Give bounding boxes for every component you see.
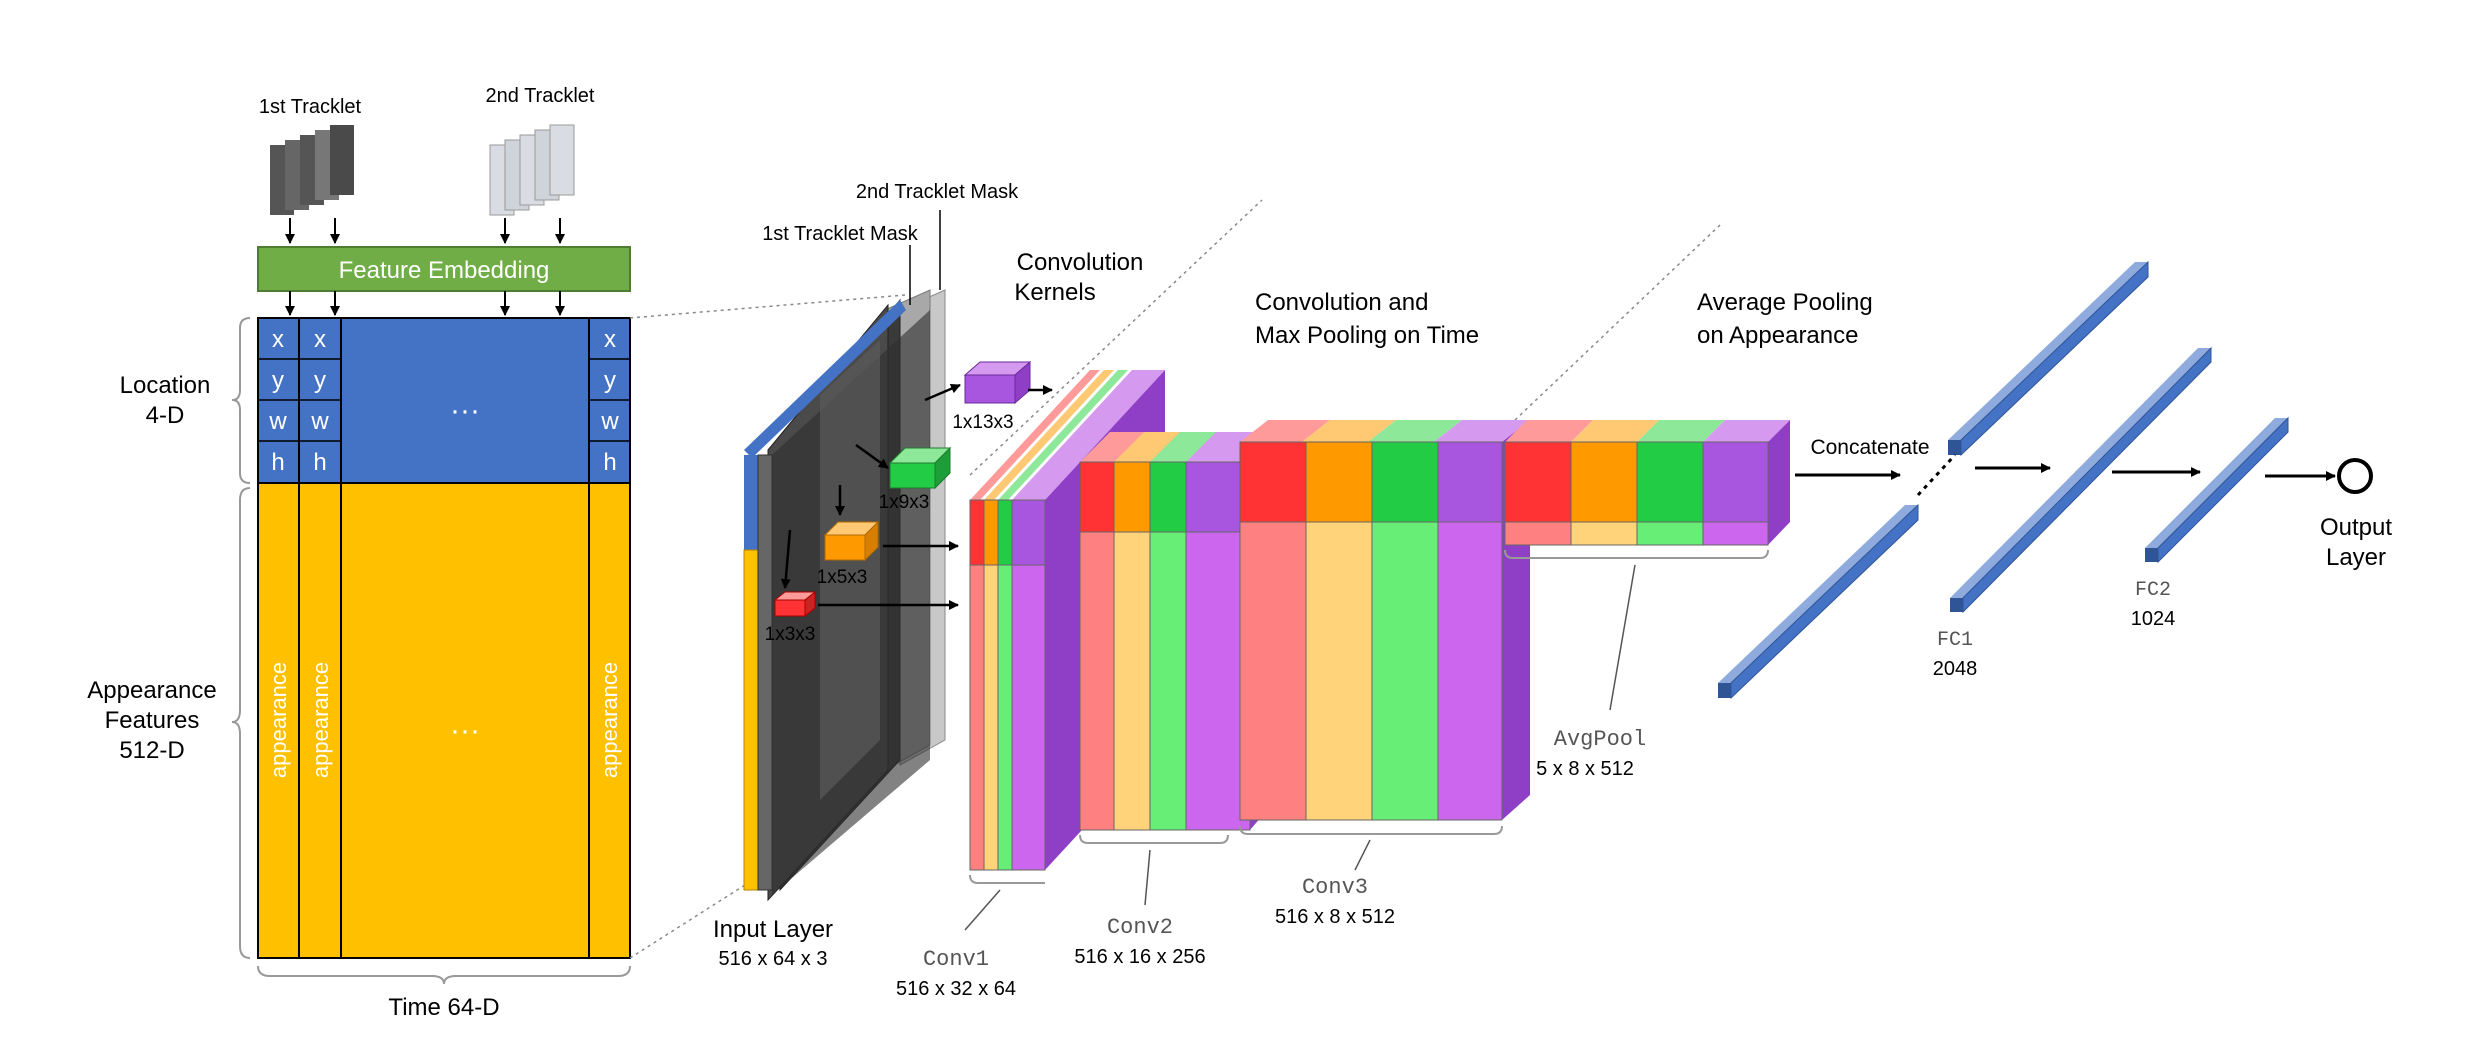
conv3-dims: 516 x 8 x 512: [1275, 906, 1395, 928]
avgpool-block: [1504, 420, 1790, 546]
avgpool-leader: [1609, 564, 1636, 711]
appearance-col2-label: appearance: [308, 662, 333, 778]
location-ellipsis: ···: [450, 394, 480, 427]
avgpool-heading-line1: Average Pooling: [1697, 289, 1873, 316]
kernel-1x9x3: [888, 446, 952, 490]
kernel-arrows: [780, 383, 1053, 610]
time-label: Time 64-D: [388, 994, 499, 1021]
avgpool-heading-line2: on Appearance: [1697, 322, 1858, 349]
loc-w-col2: w: [310, 408, 329, 435]
fc1-bar: [1950, 346, 2212, 614]
output-node: [2337, 458, 2373, 494]
loc-x-col1: x: [272, 326, 284, 353]
conv-maxpool-heading-line1: Convolution and: [1255, 289, 1428, 316]
loc-x-collast: x: [604, 326, 616, 353]
avgpool-name: AvgPool: [1554, 727, 1646, 752]
input-layer-block: [743, 289, 946, 902]
fc1-dims: 2048: [1933, 658, 1978, 680]
appearance-label-line2: Features: [105, 707, 200, 734]
conv1-brace: [969, 874, 1045, 884]
loc-h-collast: h: [603, 449, 616, 476]
time-brace: [257, 965, 631, 985]
kernel-1x5x3: [823, 520, 880, 562]
feature-embedding-label: Feature Embedding: [339, 257, 550, 284]
input-matrix: x y w h x y w h x y w h ··· ··· appearan…: [257, 317, 631, 959]
conv1-dims: 516 x 32 x 64: [896, 978, 1016, 1000]
fc-pre-bar: [1718, 503, 1919, 700]
fc2-name: FC2: [2135, 579, 2171, 602]
appearance-ellipsis: ···: [450, 714, 480, 747]
conv-maxpool-heading-line2: Max Pooling on Time: [1255, 322, 1479, 349]
kernel-1x9x3-label: 1x9x3: [879, 492, 930, 513]
kernels-title-line1: Convolution: [1017, 249, 1144, 276]
conv2-dims: 516 x 16 x 256: [1074, 946, 1205, 968]
kernels-title-line2: Kernels: [1014, 279, 1095, 306]
location-label-line1: Location: [120, 372, 211, 399]
loc-x-col2: x: [314, 326, 326, 353]
conv2-name: Conv2: [1107, 915, 1173, 940]
loc-w-col1: w: [268, 408, 287, 435]
loc-y-col2: y: [314, 367, 326, 394]
feature-embedding-bar: [257, 246, 631, 292]
kernel-1x5x3-label: 1x5x3: [817, 567, 868, 588]
conv3-block: [1239, 420, 1530, 821]
kernel-1x3x3: [773, 590, 817, 618]
embedding-arrows: [285, 291, 565, 316]
appearance-collast-label: appearance: [597, 662, 622, 778]
conv3-leader: [1354, 839, 1371, 871]
projection-lines: [629, 199, 1721, 959]
fc2-bar: [2145, 416, 2289, 564]
appearance-col1-label: appearance: [266, 662, 291, 778]
second-mask-label: 2nd Tracklet Mask: [856, 181, 1019, 203]
conv2-leader: [1144, 849, 1151, 906]
fc1-name: FC1: [1937, 629, 1973, 652]
first-tracklet-images: [270, 125, 354, 215]
kernel-1x13x3: [963, 360, 1032, 405]
appearance-label-line1: Appearance: [87, 677, 216, 704]
conv1-name: Conv1: [923, 947, 989, 972]
appearance-label-line3: 512-D: [119, 737, 184, 764]
fc2-dims: 1024: [2131, 608, 2176, 630]
conv1-leader: [964, 889, 1001, 931]
kernel-1x3x3-label: 1x3x3: [765, 624, 816, 645]
kernel-1x13x3-label: 1x13x3: [952, 412, 1013, 433]
conv3-brace: [1239, 825, 1503, 835]
fc-pre-bar-top: [1948, 260, 2149, 457]
loc-y-col1: y: [272, 367, 284, 394]
conv3-name: Conv3: [1302, 875, 1368, 900]
location-label-line2: 4-D: [146, 402, 185, 429]
loc-h-col1: h: [271, 449, 284, 476]
input-layer-name: Input Layer: [713, 916, 833, 943]
output-label-line2: Layer: [2326, 544, 2386, 571]
second-tracklet-label: 2nd Tracklet: [486, 85, 595, 107]
first-mask-label: 1st Tracklet Mask: [762, 223, 919, 245]
conv2-brace: [1079, 834, 1229, 844]
avgpool-brace: [1504, 549, 1769, 559]
tracklet-arrows: [285, 218, 565, 244]
output-label-line1: Output: [2320, 514, 2392, 541]
loc-w-collast: w: [600, 408, 619, 435]
first-tracklet-label: 1st Tracklet: [259, 96, 362, 118]
second-tracklet-images: [489, 124, 575, 216]
avgpool-dims: 5 x 8 x 512: [1536, 758, 1634, 780]
concat-dots: [1916, 453, 1957, 497]
input-layer-dims: 516 x 64 x 3: [719, 948, 828, 970]
concatenate-label: Concatenate: [1810, 436, 1929, 459]
appearance-brace: [231, 487, 251, 959]
loc-h-col2: h: [313, 449, 326, 476]
location-brace: [231, 317, 251, 484]
loc-y-collast: y: [604, 367, 616, 394]
